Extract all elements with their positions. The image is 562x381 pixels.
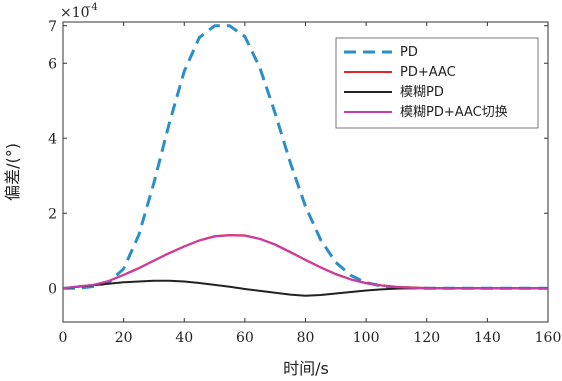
x-axis-title: 时间/s: [283, 359, 329, 378]
multiplier-base: ×10: [60, 5, 90, 21]
x-tick-label: 20: [115, 330, 133, 346]
y-tick-label: 7: [48, 19, 57, 35]
y-tick-label: 0: [48, 281, 57, 297]
x-tick-label: 40: [175, 330, 193, 346]
x-tick-label: 120: [413, 330, 440, 346]
series-layer: [62, 24, 548, 297]
x-tick-label: 140: [474, 330, 501, 346]
y-tick-label: 6: [48, 56, 57, 72]
x-axis: 0 20 40 60 80 100 120 140 160: [59, 22, 562, 346]
legend-label: PD+AAC: [400, 65, 456, 80]
x-tick-label: 100: [353, 330, 380, 346]
series-line-4: [62, 234, 548, 290]
x-tick-label: 160: [535, 330, 562, 346]
y-tick-label: 2: [48, 206, 57, 222]
x-tick-label: 80: [297, 330, 315, 346]
y-tick-label: 4: [48, 131, 57, 147]
y-axis-title: 偏差/(°): [3, 143, 22, 201]
legend: PD PD+AAC 模糊PD 模糊PD+AAC切换: [335, 37, 539, 129]
multiplier-exponent: −4: [83, 2, 98, 13]
legend-label: PD: [400, 45, 418, 60]
axis-multiplier: ×10 −4: [60, 2, 98, 21]
x-tick-label: 60: [236, 330, 254, 346]
legend-label: 模糊PD: [400, 84, 444, 100]
x-tick-label: 0: [59, 330, 68, 346]
legend-label: 模糊PD+AAC切换: [400, 104, 508, 120]
